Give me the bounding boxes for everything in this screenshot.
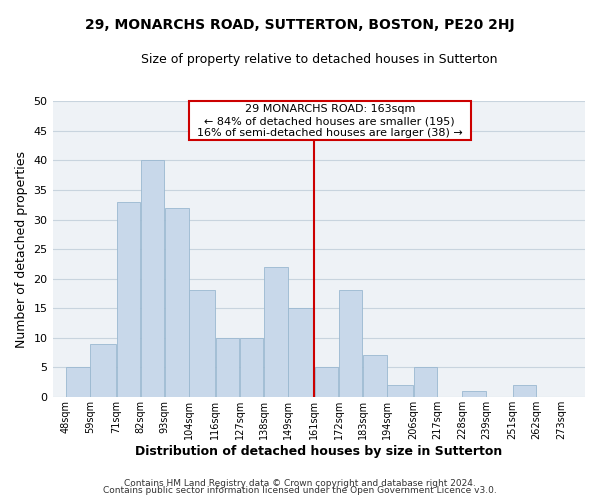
Bar [315, 368, 338, 397]
Bar [462, 391, 485, 397]
Bar [165, 208, 188, 397]
Text: ← 84% of detached houses are smaller (195): ← 84% of detached houses are smaller (19… [205, 116, 455, 126]
Bar [513, 385, 536, 397]
X-axis label: Distribution of detached houses by size in Sutterton: Distribution of detached houses by size … [135, 444, 502, 458]
Bar [363, 356, 386, 397]
Bar [66, 368, 89, 397]
Text: 29 MONARCHS ROAD: 163sqm: 29 MONARCHS ROAD: 163sqm [245, 104, 415, 115]
Bar [141, 160, 164, 397]
Y-axis label: Number of detached properties: Number of detached properties [15, 150, 28, 348]
Bar [240, 338, 263, 397]
Bar [288, 308, 314, 397]
Bar [264, 267, 287, 397]
Bar [388, 385, 413, 397]
Bar [116, 202, 140, 397]
Bar [339, 290, 362, 397]
Text: Contains HM Land Registry data © Crown copyright and database right 2024.: Contains HM Land Registry data © Crown c… [124, 478, 476, 488]
Text: Contains public sector information licensed under the Open Government Licence v3: Contains public sector information licen… [103, 486, 497, 495]
Bar [189, 290, 215, 397]
Bar [414, 368, 437, 397]
Bar [90, 344, 116, 397]
Text: 29, MONARCHS ROAD, SUTTERTON, BOSTON, PE20 2HJ: 29, MONARCHS ROAD, SUTTERTON, BOSTON, PE… [85, 18, 515, 32]
Text: 16% of semi-detached houses are larger (38) →: 16% of semi-detached houses are larger (… [197, 128, 463, 138]
Bar [215, 338, 239, 397]
FancyBboxPatch shape [189, 102, 470, 140]
Title: Size of property relative to detached houses in Sutterton: Size of property relative to detached ho… [140, 52, 497, 66]
